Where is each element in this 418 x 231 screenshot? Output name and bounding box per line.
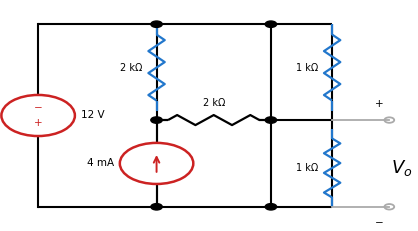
Circle shape <box>120 143 193 184</box>
Text: −: − <box>34 103 43 113</box>
Circle shape <box>265 21 277 27</box>
Text: +: + <box>34 118 43 128</box>
Circle shape <box>151 21 162 27</box>
Circle shape <box>265 117 277 123</box>
Text: 4 mA: 4 mA <box>87 158 114 168</box>
Circle shape <box>151 117 162 123</box>
Text: +: + <box>375 99 383 109</box>
Text: 12 V: 12 V <box>81 110 104 121</box>
Circle shape <box>1 95 75 136</box>
Text: 1 kΩ: 1 kΩ <box>296 163 318 173</box>
Text: $V_o$: $V_o$ <box>391 158 413 178</box>
Text: 2 kΩ: 2 kΩ <box>120 63 142 73</box>
Text: −: − <box>375 218 383 228</box>
Text: 1 kΩ: 1 kΩ <box>296 63 318 73</box>
Circle shape <box>265 204 277 210</box>
Text: 2 kΩ: 2 kΩ <box>203 97 225 107</box>
Circle shape <box>151 204 162 210</box>
